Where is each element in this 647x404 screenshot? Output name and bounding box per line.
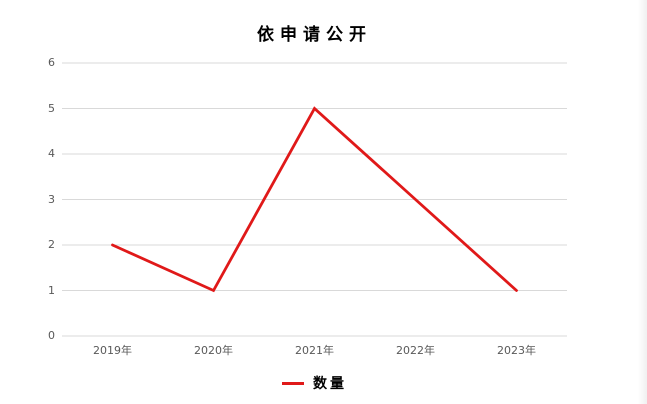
y-axis-tick-label: 2 bbox=[48, 238, 55, 251]
legend-line-marker-icon bbox=[282, 381, 304, 385]
x-axis-tick-label: 2021年 bbox=[295, 344, 334, 357]
legend: 数量 bbox=[62, 372, 567, 394]
x-axis-tick-label: 2023年 bbox=[497, 344, 536, 357]
y-axis-tick-label: 6 bbox=[48, 56, 55, 69]
y-axis-tick-label: 0 bbox=[48, 329, 55, 342]
x-axis-tick-label: 2022年 bbox=[396, 344, 435, 357]
legend-series-label: 数量 bbox=[313, 376, 347, 392]
y-axis-tick-label: 1 bbox=[48, 283, 55, 297]
y-axis-tick-label: 3 bbox=[48, 192, 55, 206]
y-axis-tick-label: 4 bbox=[48, 147, 55, 160]
y-axis-tick-label: 5 bbox=[48, 101, 55, 115]
x-axis-tick-label: 2019年 bbox=[93, 344, 132, 357]
page-edge-shade bbox=[638, 0, 647, 404]
x-axis-tick-label: 2020年 bbox=[194, 344, 233, 357]
chart-title: 依申请公开 bbox=[257, 25, 372, 45]
series-line-数量 bbox=[111, 106, 518, 293]
